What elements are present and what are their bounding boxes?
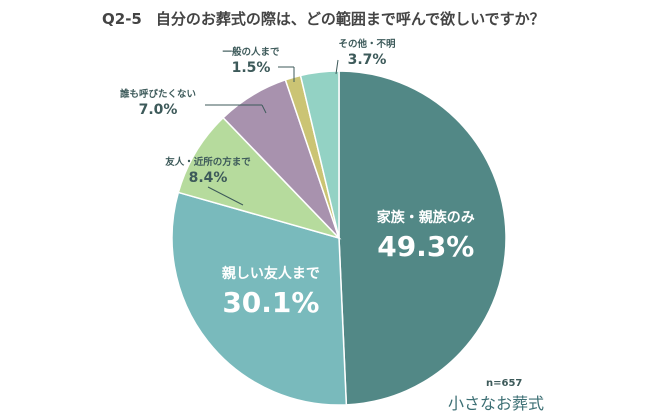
slice-1-value: 49.3% (377, 230, 474, 263)
slice-5-label: 一般の人まで (222, 46, 280, 58)
slice-2-wedge (171, 191, 348, 406)
slice-6-leader-1 (335, 59, 339, 75)
question-text: 自分のお葬式の際は、どの範囲まで呼んで欲しいですか？ (155, 10, 545, 28)
question-number: Q2-5 (102, 10, 142, 28)
slice-4-label: 誰も呼びたくない (120, 88, 196, 100)
chart-title: Q2-5 自分のお葬式の際は、どの範囲まで呼んで欲しいですか？ (102, 8, 545, 29)
slice-3-value: 8.4% (189, 170, 228, 186)
slice-4-value: 7.0% (139, 102, 178, 118)
pie-slices (171, 70, 507, 406)
slice-6-value: 3.7% (348, 52, 387, 68)
slice-labels: 家族・親族のみ 49.3% 親しい友人まで 30.1% 友人・近所の方まで 8.4% 誰も呼… (120, 38, 475, 319)
slice-6-label: その他・不明 (338, 38, 396, 50)
slice-3-wedge (177, 116, 342, 240)
slice-2-label: 親しい友人まで (222, 265, 320, 282)
slice-3-label: 友人・近所の方まで (164, 156, 251, 168)
brand-logo: 小さなお葬式 (448, 394, 545, 413)
slice-5-value: 1.5% (232, 60, 271, 76)
slice-6-wedge (299, 70, 340, 239)
sample-size: n=657 (486, 378, 523, 389)
slice-1-wedge (338, 70, 507, 406)
slice-2-value: 30.1% (222, 286, 319, 319)
slice-3-leader-1 (207, 186, 244, 206)
slice-4-leader-2 (261, 104, 267, 114)
slice-1-label: 家族・親族のみ (377, 209, 475, 226)
leader-lines (205, 59, 339, 206)
